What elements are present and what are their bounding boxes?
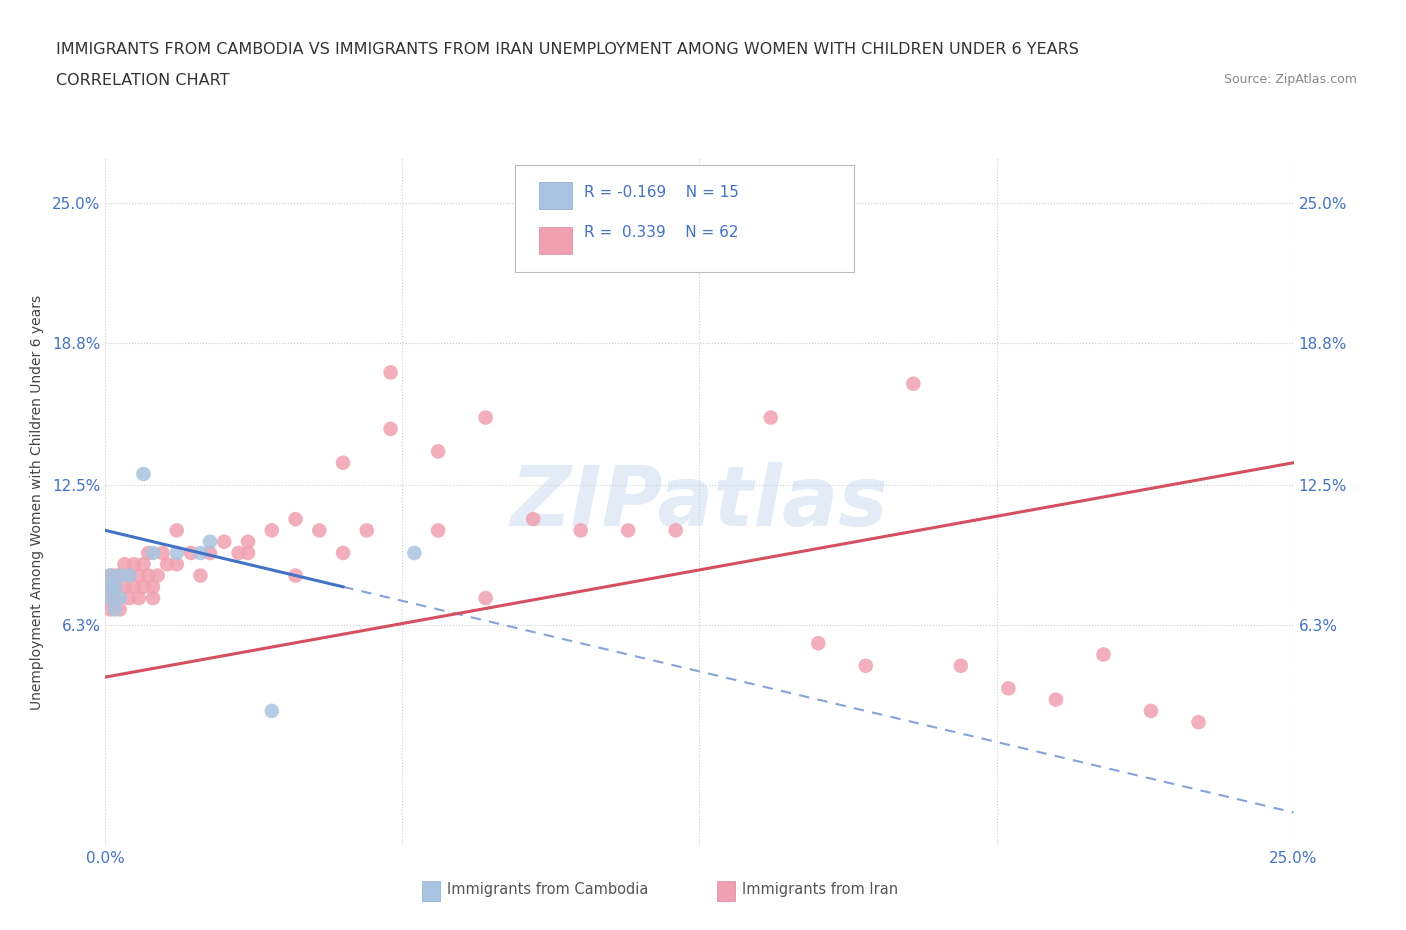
Point [108,602,131,617]
Point [142,579,165,594]
Point [190,546,212,561]
Text: IMMIGRANTS FROM CAMBODIA VS IMMIGRANTS FROM IRAN UNEMPLOYMENT AMONG WOMEN WITH C: IMMIGRANTS FROM CAMBODIA VS IMMIGRANTS F… [56,42,1080,57]
Point [617,523,640,538]
Point [104,591,127,605]
Point [198,534,221,549]
Point [198,546,221,561]
Point [118,568,141,583]
Point [236,546,259,561]
Point [284,512,307,526]
Point [108,568,131,583]
Point [118,591,141,605]
Point [260,523,283,538]
Point [98,568,121,583]
Point [1187,715,1209,730]
Point [665,523,688,538]
Point [108,568,131,583]
Point [98,591,121,605]
Point [1140,703,1163,718]
Point [108,591,131,605]
Point [132,467,155,482]
Point [136,568,159,583]
Point [156,557,179,572]
Point [98,568,121,583]
Point [146,568,169,583]
Point [180,546,202,561]
Point [190,568,212,583]
Point [807,636,830,651]
Text: Source: ZipAtlas.com: Source: ZipAtlas.com [1223,73,1357,86]
Point [166,523,188,538]
Point [1045,692,1067,707]
Point [104,579,127,594]
Point [308,523,330,538]
Point [949,658,972,673]
Point [104,602,127,617]
Point [104,579,127,594]
Text: Immigrants from Iran: Immigrants from Iran [742,882,898,897]
Point [522,512,544,526]
Point [356,523,378,538]
Text: CORRELATION CHART: CORRELATION CHART [56,73,229,87]
Text: Immigrants from Cambodia: Immigrants from Cambodia [447,882,648,897]
Point [284,568,307,583]
FancyBboxPatch shape [516,165,853,272]
Point [114,579,136,594]
Point [132,579,155,594]
Point [98,591,121,605]
Point [332,546,354,561]
Point [132,557,155,572]
Point [122,579,145,594]
Point [236,534,259,549]
Point [122,557,145,572]
Text: R = -0.169    N = 15: R = -0.169 N = 15 [585,185,740,201]
Point [214,534,236,549]
Point [114,557,136,572]
Point [997,681,1019,696]
Text: ZIPatlas: ZIPatlas [510,461,889,543]
Point [166,546,188,561]
Point [474,591,496,605]
Point [128,591,150,605]
Point [142,591,165,605]
Point [98,579,121,594]
Point [104,568,127,583]
Point [332,456,354,471]
Point [142,546,165,561]
Point [128,568,150,583]
Bar [538,182,572,209]
Point [569,523,592,538]
Point [1092,647,1115,662]
Point [228,546,250,561]
Point [380,421,402,436]
Point [474,410,496,425]
Bar [538,227,572,254]
Point [759,410,782,425]
Text: R =  0.339    N = 62: R = 0.339 N = 62 [585,225,738,240]
Point [903,377,925,392]
Y-axis label: Unemployment Among Women with Children Under 6 years: Unemployment Among Women with Children U… [30,295,44,710]
Point [136,546,159,561]
Point [98,579,121,594]
Point [427,523,450,538]
Point [427,444,450,458]
Point [152,546,174,561]
Point [118,568,141,583]
Point [404,546,426,561]
Point [380,365,402,379]
Point [260,703,283,718]
Point [98,602,121,617]
Point [855,658,877,673]
Point [166,557,188,572]
